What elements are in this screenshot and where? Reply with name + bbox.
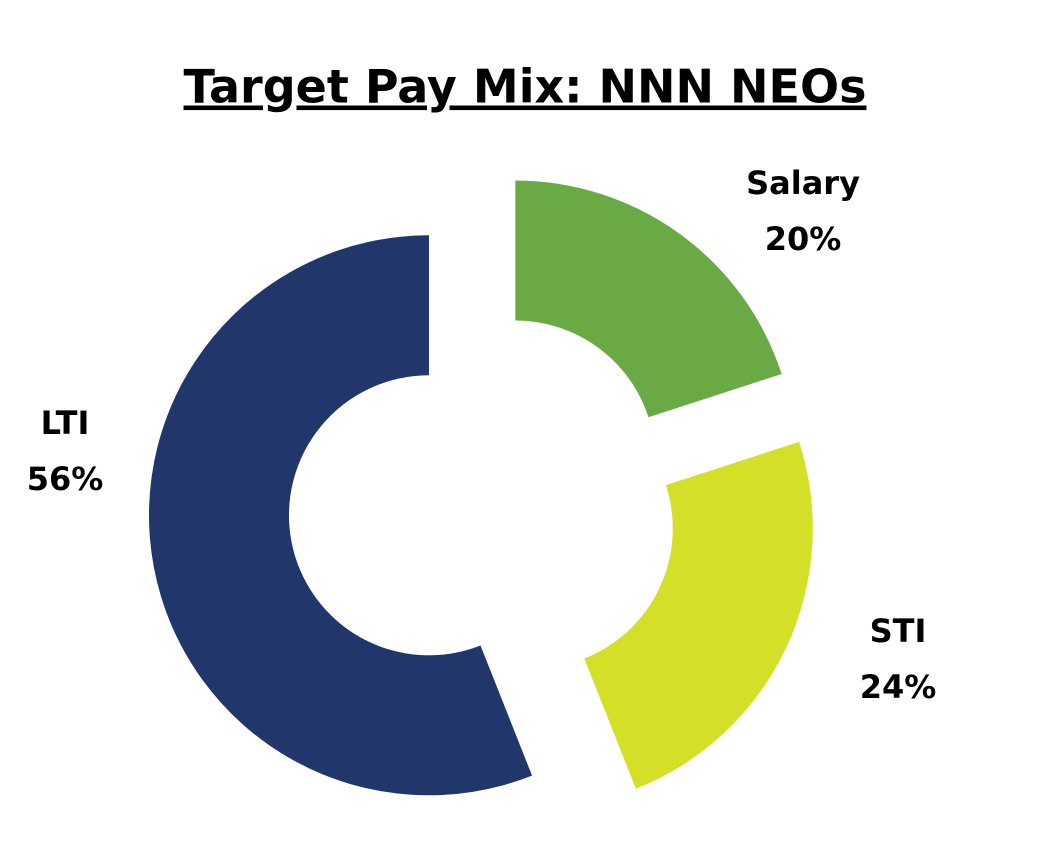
slice-value-label: 20% [765, 220, 842, 258]
donut-slice [515, 180, 782, 418]
chart-title: Target Pay Mix: NNN NEOs [184, 60, 867, 114]
slice-value-label: 56% [27, 460, 104, 498]
slice-value-label: 24% [860, 668, 937, 706]
donut-slice [584, 441, 813, 789]
donut-slice [148, 235, 533, 796]
slice-category-label: LTI [41, 404, 90, 442]
slice-category-label: STI [870, 612, 927, 650]
slice-category-label: Salary [746, 164, 860, 202]
